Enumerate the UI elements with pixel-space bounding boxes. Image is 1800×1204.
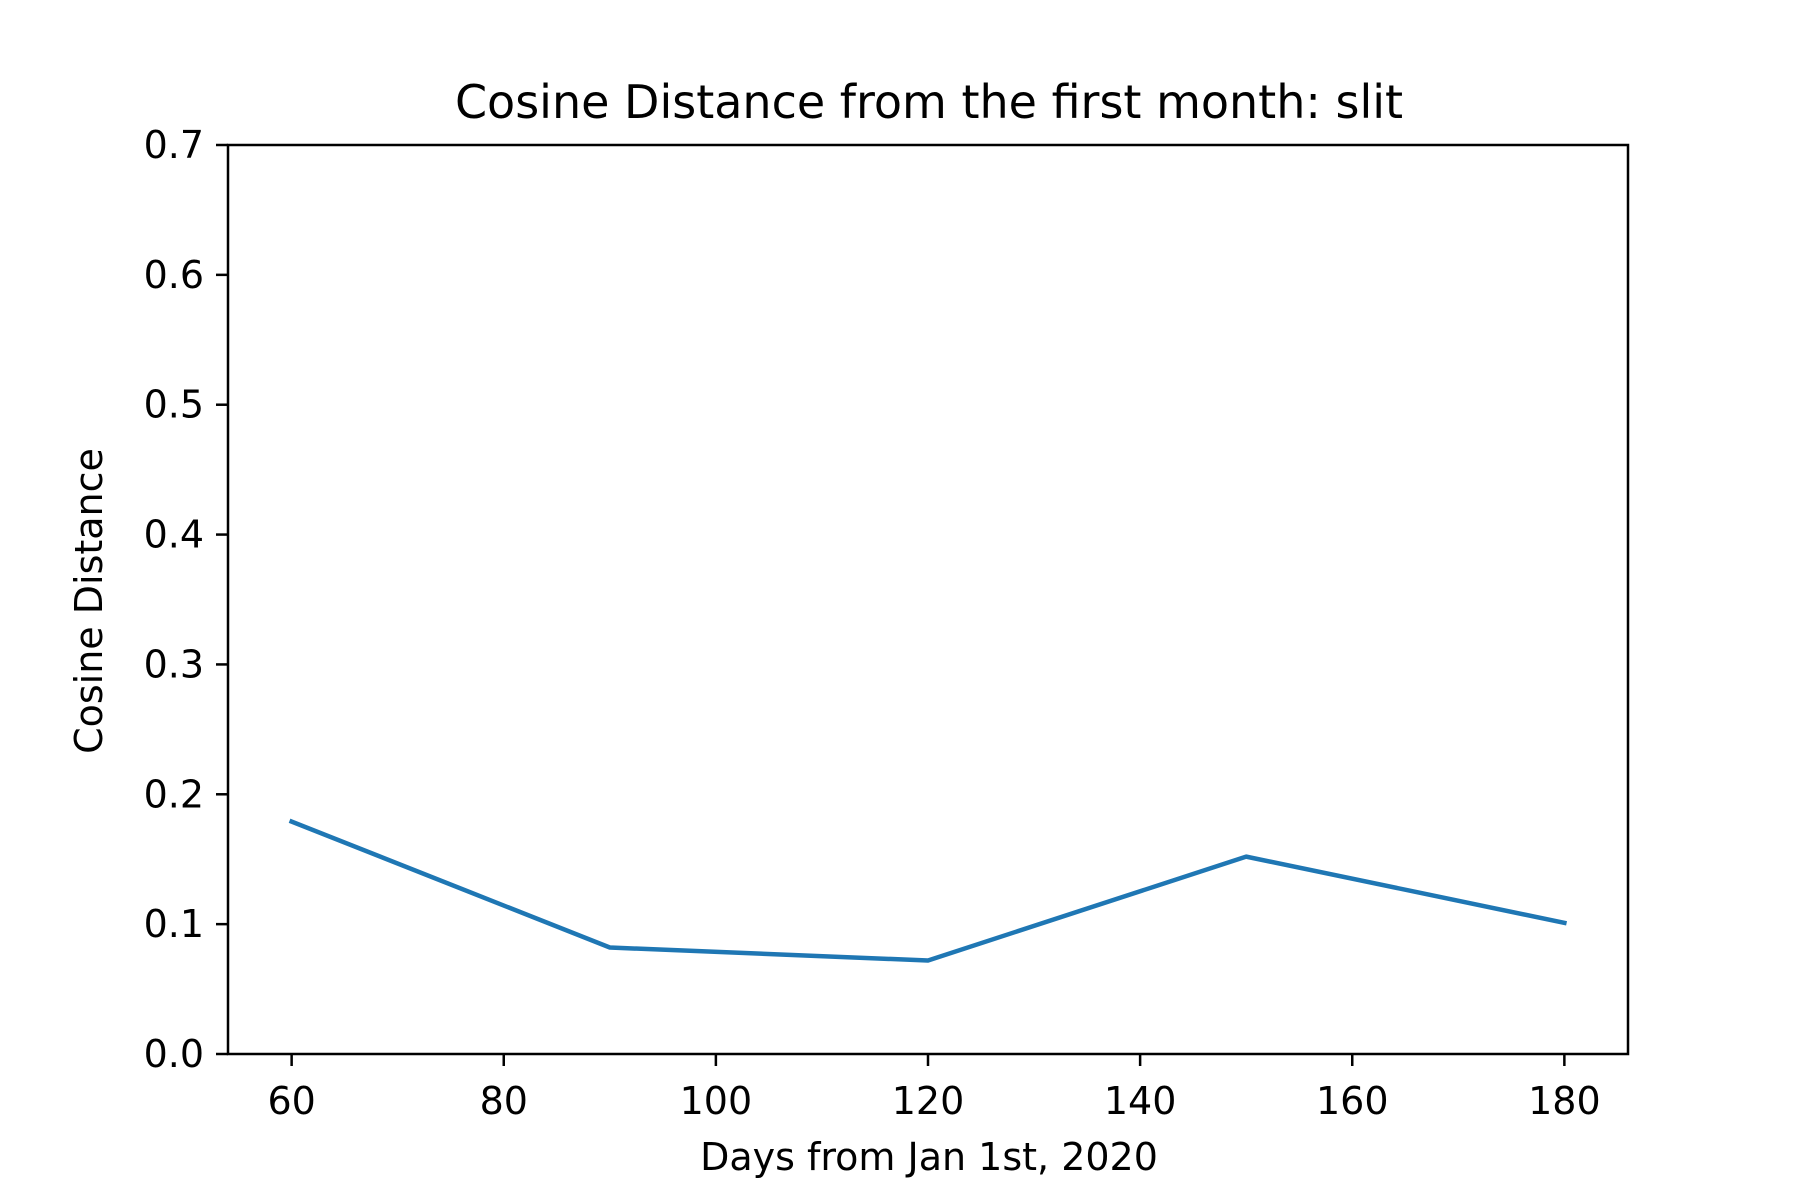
series-line <box>288 818 1568 963</box>
y-tick-label: 0.7 <box>144 123 204 167</box>
x-axis: 60 80 100 120 140 160 180 <box>267 1054 1601 1123</box>
y-tick-label: 0.3 <box>144 642 204 686</box>
x-tick-label: 160 <box>1316 1079 1389 1123</box>
x-tick-label: 80 <box>480 1079 528 1123</box>
x-tick-label: 120 <box>892 1079 965 1123</box>
y-tick-label: 0.2 <box>144 772 204 816</box>
x-tick-label: 140 <box>1104 1079 1177 1123</box>
axes-frame <box>226 143 1630 1056</box>
x-tick-label: 60 <box>267 1079 315 1123</box>
y-tick-label: 0.6 <box>144 253 204 297</box>
y-tick-label: 0.5 <box>144 383 204 427</box>
y-tick-label: 0.0 <box>144 1032 204 1076</box>
y-tick-label: 0.4 <box>144 513 204 557</box>
x-axis-label: Days from Jan 1st, 2020 <box>700 1135 1158 1179</box>
chart-title: Cosine Distance from the first month: sl… <box>455 75 1403 129</box>
x-tick-label: 180 <box>1528 1079 1601 1123</box>
y-axis-label: Cosine Distance <box>67 448 111 754</box>
y-tick-label: 0.1 <box>144 902 204 946</box>
y-axis: 0.0 0.1 0.2 0.3 0.4 0.5 0.6 0.7 <box>144 123 228 1076</box>
x-tick-label: 100 <box>680 1079 753 1123</box>
series-layer <box>288 818 1568 963</box>
